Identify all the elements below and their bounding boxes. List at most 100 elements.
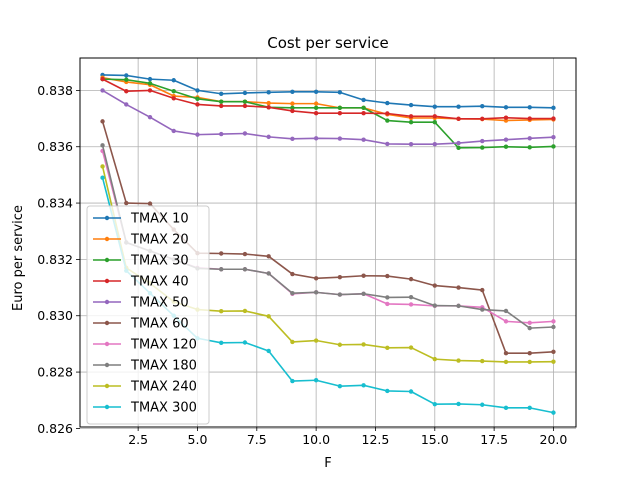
data-point — [503, 405, 509, 411]
data-point — [147, 114, 153, 120]
data-point — [385, 111, 390, 116]
series-tmax-10 — [100, 72, 556, 111]
data-point — [147, 76, 153, 82]
data-point — [290, 291, 295, 296]
data-point — [195, 102, 200, 107]
data-point — [408, 294, 414, 300]
data-point — [503, 105, 509, 110]
data-point — [266, 134, 271, 140]
data-point — [551, 349, 556, 354]
data-point — [361, 105, 366, 111]
x-tick-label: 2.5 — [128, 432, 148, 447]
data-point — [124, 200, 129, 206]
data-point — [408, 120, 414, 125]
legend-marker — [104, 362, 110, 368]
data-point — [313, 111, 319, 116]
legend-marker — [104, 383, 110, 389]
data-point — [480, 103, 485, 109]
data-point — [337, 274, 343, 280]
data-point — [219, 91, 224, 96]
data-point — [456, 358, 461, 363]
data-point — [266, 105, 271, 110]
data-point — [527, 405, 532, 411]
data-point — [242, 90, 248, 96]
data-point — [385, 118, 390, 123]
data-point — [527, 116, 532, 121]
x-tick-label: 12.5 — [362, 432, 390, 447]
legend-label: TMAX 50 — [130, 296, 189, 311]
data-point — [432, 114, 437, 119]
data-point — [337, 136, 343, 141]
data-point — [124, 73, 129, 78]
data-point — [551, 105, 556, 111]
data-point — [313, 136, 319, 141]
data-point — [242, 340, 248, 345]
legend-label: TMAX 300 — [130, 401, 197, 416]
legend: TMAX 10 TMAX 20 TMAX 30 TMAX 40 TMAX 50 TMAX … — [86, 205, 210, 425]
y-axis-label: Euro per service — [11, 205, 26, 311]
data-point — [219, 340, 224, 345]
x-tick-label: 5.0 — [188, 432, 208, 447]
data-point — [361, 273, 366, 278]
data-point — [171, 78, 176, 83]
x-tick-label: 15.0 — [421, 432, 449, 447]
data-point — [432, 356, 437, 362]
data-point — [195, 96, 200, 102]
legend-item: TMAX 60 — [93, 317, 189, 332]
data-point — [290, 339, 295, 345]
data-point — [195, 88, 200, 93]
series-line — [102, 78, 554, 120]
data-point — [242, 131, 248, 136]
data-point — [313, 89, 319, 95]
data-point — [527, 105, 532, 110]
data-point — [290, 101, 295, 106]
data-point — [100, 175, 105, 180]
data-point — [385, 141, 390, 147]
data-point — [147, 81, 153, 86]
data-point — [266, 348, 271, 354]
y-tick-label: 0.828 — [37, 365, 73, 380]
data-point — [242, 308, 248, 314]
data-point — [385, 388, 390, 394]
data-point — [290, 105, 295, 111]
data-point — [432, 104, 437, 109]
data-point — [385, 301, 390, 307]
data-point — [337, 292, 343, 297]
data-point — [124, 89, 129, 94]
data-point — [242, 103, 248, 109]
x-tick-label: 7.5 — [247, 432, 267, 447]
data-point — [480, 402, 485, 407]
data-point — [219, 103, 224, 109]
data-point — [503, 319, 509, 324]
data-point — [361, 111, 366, 116]
y-tick-label: 0.826 — [37, 421, 73, 436]
data-point — [313, 105, 319, 111]
data-point — [266, 314, 271, 319]
legend-label: TMAX 240 — [130, 380, 197, 395]
x-axis-label: F — [324, 456, 331, 471]
data-point — [456, 303, 461, 309]
data-point — [551, 116, 556, 121]
data-point — [385, 295, 390, 300]
data-point — [551, 134, 556, 140]
y-tick-label: 0.830 — [37, 308, 73, 323]
legend-item: TMAX 50 — [93, 296, 189, 311]
data-point — [313, 338, 319, 343]
y-tick-label: 0.832 — [37, 252, 73, 267]
data-point — [527, 320, 532, 325]
data-point — [124, 102, 129, 107]
data-point — [171, 96, 176, 101]
data-point — [242, 267, 248, 272]
data-point — [408, 276, 414, 282]
data-point — [480, 358, 485, 364]
data-point — [551, 359, 556, 364]
data-point — [313, 290, 319, 295]
legend-marker — [104, 278, 110, 284]
series-line — [102, 74, 554, 109]
data-point — [408, 345, 414, 350]
legend-item: TMAX 240 — [93, 380, 197, 395]
data-point — [100, 76, 105, 82]
data-point — [503, 359, 509, 365]
data-point — [266, 271, 271, 276]
